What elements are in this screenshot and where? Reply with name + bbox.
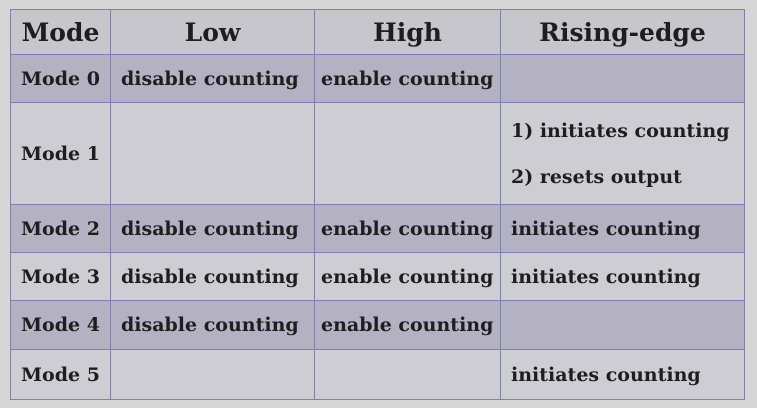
mode-cell: Mode 1 <box>10 102 111 205</box>
table-row: Mode 1 1) initiates counting 2) resets o… <box>10 102 745 205</box>
table-row: Mode 0 disable counting enable counting <box>10 54 745 103</box>
low-cell: disable counting <box>110 252 315 301</box>
rising-edge-line: 1) initiates counting <box>511 119 730 142</box>
table-row: Mode 3 disable counting enable counting … <box>10 252 745 301</box>
table-row: Mode 5 initiates counting <box>10 349 745 400</box>
low-cell: disable counting <box>110 300 315 350</box>
header-low: Low <box>110 9 315 55</box>
high-cell: enable counting <box>314 252 501 301</box>
rising-edge-cell <box>500 54 745 103</box>
counter-mode-table: Mode Low High Rising-edge Mode 0 disable… <box>10 9 745 400</box>
low-cell <box>110 102 315 205</box>
header-rising-edge: Rising-edge <box>500 9 745 55</box>
high-cell: enable counting <box>314 204 501 253</box>
mode-cell: Mode 2 <box>10 204 111 253</box>
high-cell: enable counting <box>314 300 501 350</box>
low-cell <box>110 349 315 400</box>
header-high: High <box>314 9 501 55</box>
mode-cell: Mode 3 <box>10 252 111 301</box>
rising-edge-cell: initiates counting <box>500 204 745 253</box>
mode-cell: Mode 5 <box>10 349 111 400</box>
mode-table-frame: Mode Low High Rising-edge Mode 0 disable… <box>10 9 745 400</box>
table-row: Mode 4 disable counting enable counting <box>10 300 745 350</box>
table-row: Mode 2 disable counting enable counting … <box>10 204 745 253</box>
rising-edge-line: 2) resets output <box>511 165 682 188</box>
rising-edge-cell: initiates counting <box>500 349 745 400</box>
mode-cell: Mode 4 <box>10 300 111 350</box>
rising-edge-cell: initiates counting <box>500 252 745 301</box>
high-cell: enable counting <box>314 54 501 103</box>
low-cell: disable counting <box>110 204 315 253</box>
high-cell <box>314 349 501 400</box>
mode-cell: Mode 0 <box>10 54 111 103</box>
rising-edge-cell <box>500 300 745 350</box>
table-header-row: Mode Low High Rising-edge <box>10 9 745 55</box>
high-cell <box>314 102 501 205</box>
header-mode: Mode <box>10 9 111 55</box>
rising-edge-cell: 1) initiates counting 2) resets output <box>500 102 745 205</box>
low-cell: disable counting <box>110 54 315 103</box>
